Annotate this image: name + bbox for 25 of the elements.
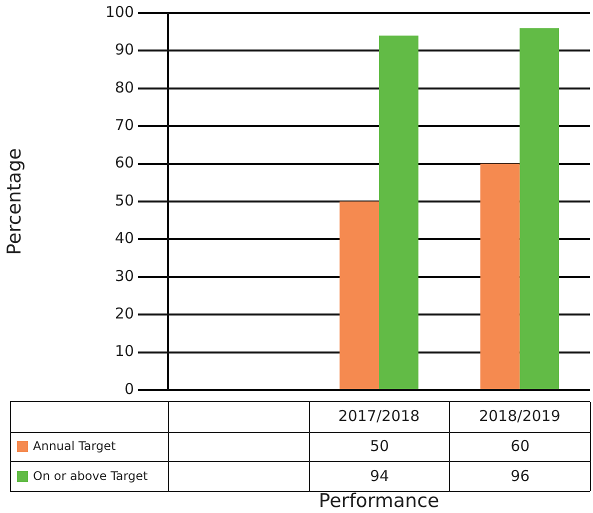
- y-tick-label: 50: [114, 191, 134, 210]
- y-tick-label: 40: [114, 229, 134, 248]
- bar: [379, 36, 418, 389]
- y-axis-title: Percentage: [3, 148, 26, 255]
- legend-label: Annual Target: [33, 439, 116, 453]
- data-label: 94: [308, 461, 450, 491]
- y-tick-label: 80: [114, 78, 134, 96]
- y-tick-label: 20: [114, 304, 134, 322]
- x-tick-label: 2018/2019: [478, 406, 560, 425]
- data-label: 60: [449, 431, 590, 461]
- y-tick-label: 30: [114, 266, 134, 285]
- bar: [520, 28, 560, 389]
- legend-label: On or above Target: [33, 469, 148, 483]
- y-tick-label: 60: [114, 154, 134, 172]
- bar: [480, 164, 520, 389]
- data-label: 50: [308, 431, 450, 461]
- bar: [340, 202, 379, 389]
- y-tick-label: 90: [114, 40, 134, 59]
- x-axis-title: Performance: [318, 490, 440, 512]
- y-tick-label: 70: [114, 116, 134, 134]
- x-tick-label: 2017/2018: [338, 406, 420, 425]
- y-tick-label: 0: [124, 380, 134, 398]
- y-tick-label: 100: [105, 2, 134, 21]
- data-label: 96: [449, 461, 590, 491]
- y-tick-label: 10: [114, 342, 134, 360]
